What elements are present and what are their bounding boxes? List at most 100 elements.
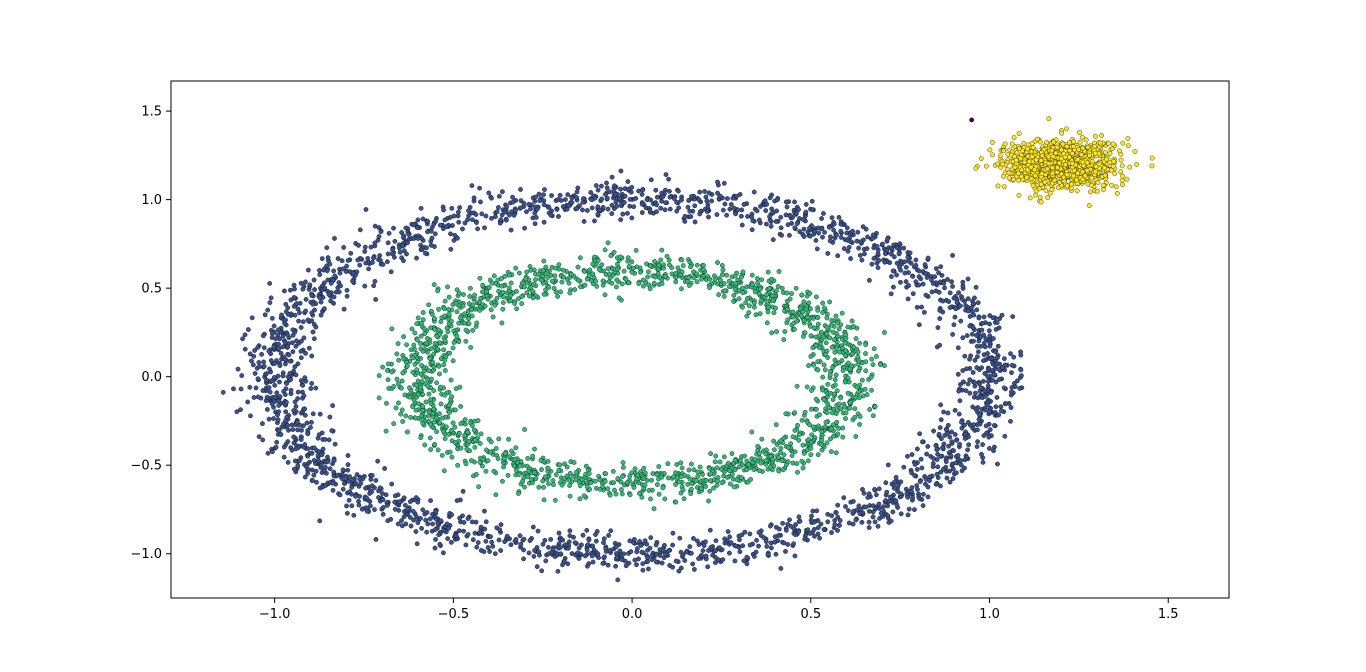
data-point: [1109, 182, 1115, 188]
data-point: [317, 268, 322, 273]
data-point: [293, 446, 299, 452]
data-point: [819, 438, 825, 443]
data-point: [373, 537, 379, 542]
data-point: [627, 538, 633, 544]
data-point: [700, 548, 706, 553]
data-point: [763, 208, 769, 213]
data-point: [619, 281, 625, 287]
data-point: [525, 456, 531, 461]
data-point: [583, 463, 589, 469]
data-point: [995, 343, 1001, 349]
data-point: [666, 548, 671, 554]
data-point: [316, 458, 321, 463]
data-point: [843, 348, 849, 353]
data-point: [970, 325, 976, 331]
data-point: [602, 479, 608, 484]
data-point: [811, 526, 817, 532]
data-point: [319, 452, 325, 458]
data-point: [706, 214, 711, 220]
data-point: [677, 535, 683, 541]
data-point: [847, 405, 853, 411]
data-point: [495, 205, 501, 210]
data-point: [624, 480, 630, 485]
data-point: [639, 192, 645, 197]
data-point: [815, 452, 821, 458]
data-point: [365, 256, 371, 261]
data-point: [293, 372, 299, 378]
data-point: [863, 368, 869, 374]
data-point: [414, 225, 420, 231]
data-point: [982, 388, 987, 394]
data-point: [465, 217, 470, 222]
data-point: [771, 447, 777, 453]
data-point: [808, 452, 814, 458]
data-point: [799, 292, 805, 298]
data-point: [269, 315, 275, 321]
data-point: [834, 419, 840, 425]
data-point: [416, 401, 422, 407]
data-point: [850, 228, 855, 234]
data-point: [446, 311, 452, 317]
data-point: [632, 557, 638, 563]
data-point: [828, 426, 834, 432]
data-point: [368, 503, 373, 509]
data-point: [477, 185, 482, 191]
data-point: [383, 492, 389, 498]
data-point: [567, 493, 573, 499]
data-point: [482, 508, 487, 514]
data-point: [555, 293, 560, 299]
data-point: [543, 264, 549, 270]
data-point: [424, 529, 430, 535]
data-point: [950, 284, 955, 289]
data-point: [320, 446, 326, 452]
data-point: [579, 477, 585, 482]
data-point: [595, 204, 601, 210]
data-point: [656, 464, 662, 469]
data-point: [606, 533, 612, 538]
data-point: [545, 275, 551, 280]
data-point: [419, 379, 425, 384]
data-point: [847, 366, 853, 372]
data-point: [446, 294, 452, 300]
data-point: [785, 222, 791, 228]
data-point: [730, 195, 736, 201]
data-point: [753, 312, 759, 318]
data-point: [846, 244, 852, 250]
data-point: [647, 545, 653, 551]
data-point: [964, 366, 969, 372]
data-point: [790, 314, 796, 320]
data-point: [851, 508, 856, 514]
data-point: [646, 566, 651, 572]
data-point: [344, 503, 349, 509]
data-point: [868, 374, 874, 380]
data-point: [800, 465, 806, 471]
data-point: [412, 346, 417, 352]
data-point: [965, 296, 971, 302]
data-point: [981, 433, 987, 438]
data-point: [832, 377, 838, 383]
data-point: [1083, 137, 1089, 143]
data-point: [469, 519, 475, 525]
data-point: [566, 545, 571, 551]
data-point: [605, 562, 611, 568]
data-point: [478, 296, 483, 301]
data-point: [405, 507, 411, 512]
data-point: [664, 253, 670, 259]
data-point: [1069, 181, 1074, 187]
data-point: [823, 419, 829, 425]
data-point: [462, 320, 467, 326]
data-point: [773, 551, 779, 557]
data-point: [739, 462, 745, 467]
data-point: [972, 380, 977, 385]
data-point: [832, 349, 838, 355]
data-point: [621, 200, 627, 205]
data-point: [882, 330, 887, 335]
data-point: [965, 381, 971, 387]
data-point: [521, 547, 526, 553]
data-point: [558, 289, 563, 295]
data-point: [276, 398, 281, 404]
data-point: [825, 251, 831, 256]
data-point: [797, 229, 803, 234]
data-point: [513, 207, 518, 213]
data-point: [592, 195, 598, 201]
